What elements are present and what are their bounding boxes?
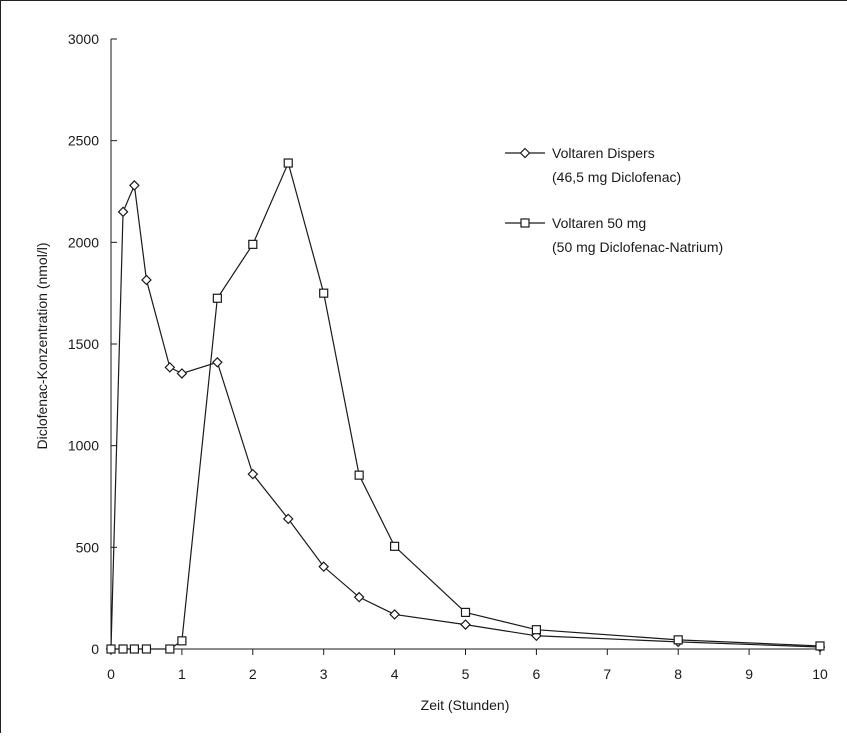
legend-item-1: Voltaren Dispers (46,5 mg Diclofenac) [505,145,681,185]
data-point [212,356,223,368]
x-tick-label: 9 [745,666,753,682]
data-point [248,239,258,249]
data-point [318,561,330,572]
series-layer [105,158,826,655]
legend-marker [520,218,530,228]
data-point [319,288,329,298]
series-line [110,183,821,650]
y-tick-label: 0 [91,641,99,657]
data-point [460,619,471,630]
legend-sublabel: (46,5 mg Diclofenac) [552,169,681,185]
legend-label: Voltaren Dispers [552,145,655,161]
series-2 [106,158,825,654]
y-tick-label: 500 [76,539,100,555]
data-point [390,541,400,551]
y-tick-label: 2000 [68,234,99,250]
x-tick-label: 5 [462,666,470,682]
data-point [247,468,259,480]
axes: 0 500 1000 1500 2000 2500 3000 0 1 2 3 4 5 6 7 8 9 10 [68,31,828,682]
y-tick-label: 1500 [68,336,99,352]
x-axis-title: Zeit (Stunden) [421,697,510,713]
data-point [353,591,365,603]
data-point [118,644,128,654]
legend-marker [519,147,531,159]
x-tick-label: 3 [320,666,328,682]
x-tick-label: 6 [533,666,541,682]
data-point [460,607,471,618]
y-tick-label: 2500 [68,133,99,149]
legend: Voltaren Dispers(46,5 mg Diclofenac)Volt… [505,145,723,255]
data-point [129,180,140,191]
data-point [389,609,400,620]
data-point [176,368,188,379]
x-tick-label: 2 [249,666,257,682]
legend-item-2: Voltaren 50 mg (50 mg Diclofenac-Natrium) [505,215,723,255]
data-point [141,274,152,286]
data-point [673,635,683,645]
legend-sublabel: (50 mg Diclofenac-Natrium) [552,239,723,255]
data-point [815,641,825,651]
legend-label: Voltaren 50 mg [552,215,646,231]
data-point [141,644,152,654]
y-tick-label: 3000 [68,31,99,47]
data-point [283,158,293,168]
data-point [129,644,139,654]
y-tick-label: 1000 [68,438,99,454]
x-tick-label: 10 [812,666,828,682]
data-point [177,636,187,646]
data-point [531,625,542,635]
data-point [117,206,129,218]
x-tick-label: 4 [391,666,399,682]
data-point [282,513,294,525]
data-point [354,470,364,480]
x-tick-label: 7 [603,666,611,682]
data-point [212,293,222,303]
data-point [164,362,176,373]
y-axis-title: Diclofenac-Konzentration (nmol/l) [34,243,50,450]
data-point [106,644,116,654]
x-tick-label: 1 [178,666,186,682]
x-tick-label: 0 [107,666,115,682]
series-line [111,161,821,650]
data-point [165,644,175,654]
x-tick-label: 8 [674,666,682,682]
